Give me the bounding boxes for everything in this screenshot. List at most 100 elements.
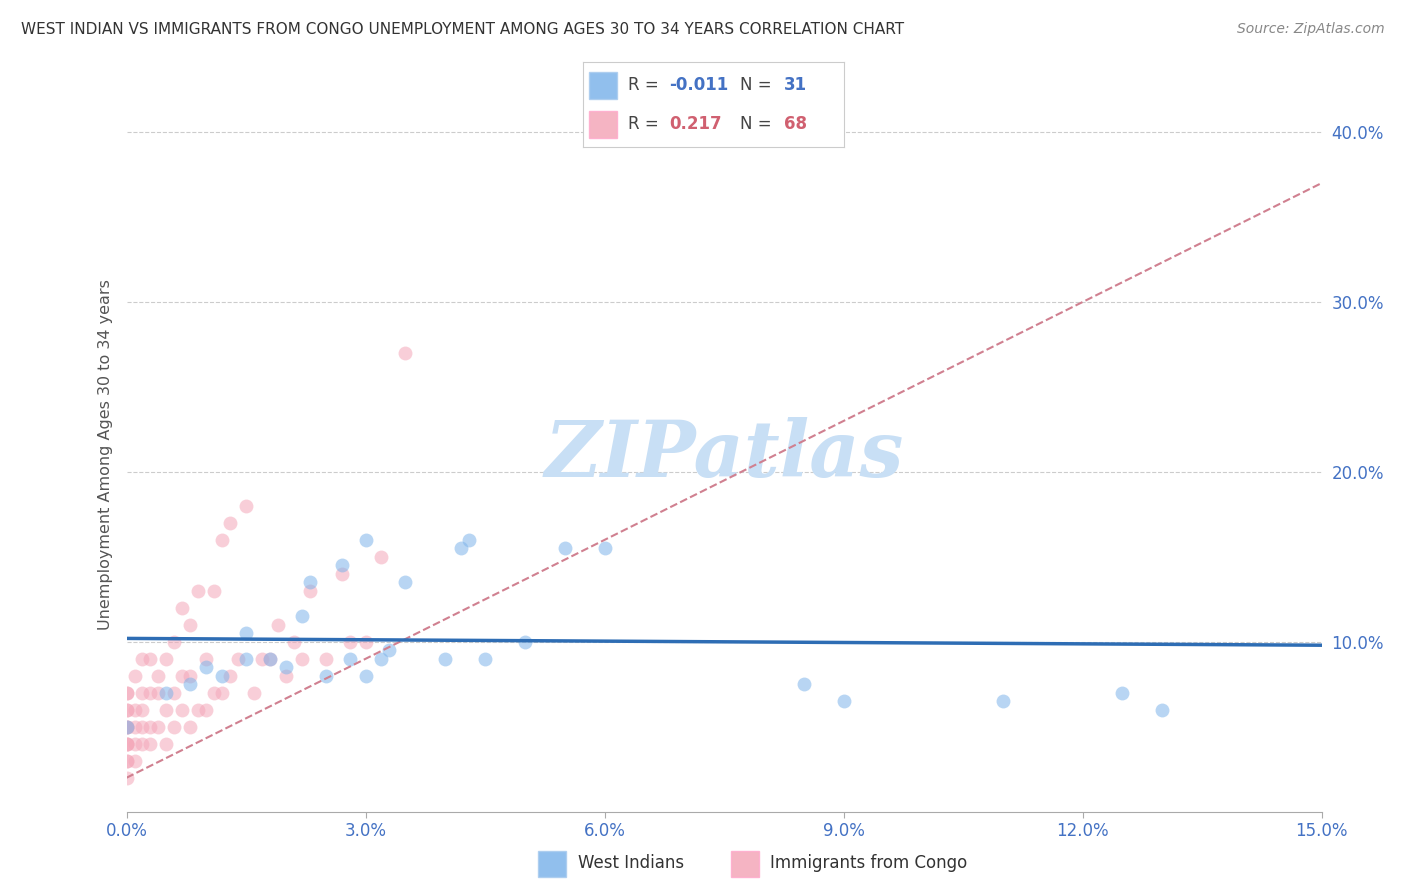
- Point: [291, 652, 314, 666]
- Point: [187, 703, 209, 717]
- Text: Immigrants from Congo: Immigrants from Congo: [770, 854, 967, 872]
- Point: [354, 669, 377, 683]
- Point: [554, 541, 576, 556]
- Point: [131, 652, 153, 666]
- Point: [155, 686, 177, 700]
- Point: [148, 669, 170, 683]
- Point: [115, 720, 138, 734]
- Point: [172, 669, 194, 683]
- Point: [124, 720, 146, 734]
- Point: [315, 652, 337, 666]
- Point: [115, 686, 138, 700]
- Point: [211, 669, 233, 683]
- Text: R =: R =: [627, 77, 664, 95]
- Point: [339, 652, 361, 666]
- Point: [267, 617, 290, 632]
- Point: [219, 669, 242, 683]
- Point: [163, 635, 186, 649]
- Point: [1111, 686, 1133, 700]
- Point: [458, 533, 481, 547]
- Point: [163, 720, 186, 734]
- Point: [148, 686, 170, 700]
- Text: -0.011: -0.011: [669, 77, 728, 95]
- Point: [139, 720, 162, 734]
- Point: [172, 600, 194, 615]
- Text: 31: 31: [783, 77, 807, 95]
- Point: [219, 516, 242, 530]
- Point: [1152, 703, 1174, 717]
- Point: [235, 499, 257, 513]
- Point: [139, 652, 162, 666]
- Point: [172, 703, 194, 717]
- Point: [131, 720, 153, 734]
- Text: WEST INDIAN VS IMMIGRANTS FROM CONGO UNEMPLOYMENT AMONG AGES 30 TO 34 YEARS CORR: WEST INDIAN VS IMMIGRANTS FROM CONGO UNE…: [21, 22, 904, 37]
- Point: [283, 635, 305, 649]
- Point: [593, 541, 616, 556]
- Text: 68: 68: [783, 115, 807, 133]
- Text: ZIPatlas: ZIPatlas: [544, 417, 904, 493]
- Point: [124, 703, 146, 717]
- Point: [148, 720, 170, 734]
- Point: [124, 669, 146, 683]
- Point: [513, 635, 536, 649]
- Point: [195, 660, 218, 674]
- Bar: [589, 71, 617, 99]
- Point: [115, 771, 138, 785]
- Point: [131, 737, 153, 751]
- Text: N =: N =: [740, 115, 776, 133]
- Point: [330, 566, 353, 581]
- Text: N =: N =: [740, 77, 776, 95]
- Point: [139, 737, 162, 751]
- Point: [450, 541, 472, 556]
- Point: [202, 583, 225, 598]
- Point: [211, 533, 233, 547]
- Point: [370, 652, 392, 666]
- Bar: [731, 851, 759, 877]
- Point: [354, 635, 377, 649]
- Point: [274, 669, 297, 683]
- Point: [235, 626, 257, 640]
- Point: [115, 703, 138, 717]
- Point: [195, 652, 218, 666]
- Point: [115, 754, 138, 768]
- Point: [991, 694, 1014, 708]
- Point: [124, 754, 146, 768]
- Text: 0.217: 0.217: [669, 115, 721, 133]
- Point: [139, 686, 162, 700]
- Point: [115, 737, 138, 751]
- Point: [131, 686, 153, 700]
- Point: [179, 669, 201, 683]
- Point: [370, 549, 392, 564]
- Bar: [538, 851, 565, 877]
- Point: [259, 652, 281, 666]
- Point: [187, 583, 209, 598]
- Point: [115, 720, 138, 734]
- Point: [211, 686, 233, 700]
- Point: [115, 720, 138, 734]
- Point: [155, 703, 177, 717]
- Point: [298, 583, 321, 598]
- Point: [115, 754, 138, 768]
- Text: R =: R =: [627, 115, 664, 133]
- Point: [243, 686, 266, 700]
- Point: [339, 635, 361, 649]
- Point: [378, 643, 401, 657]
- Point: [250, 652, 273, 666]
- Point: [155, 737, 177, 751]
- Point: [202, 686, 225, 700]
- Text: Source: ZipAtlas.com: Source: ZipAtlas.com: [1237, 22, 1385, 37]
- Point: [315, 669, 337, 683]
- Point: [394, 575, 416, 590]
- Point: [115, 720, 138, 734]
- Point: [235, 652, 257, 666]
- Point: [179, 720, 201, 734]
- Point: [394, 346, 416, 360]
- Point: [115, 737, 138, 751]
- Point: [434, 652, 457, 666]
- Point: [115, 703, 138, 717]
- Point: [226, 652, 249, 666]
- Point: [131, 703, 153, 717]
- Point: [155, 652, 177, 666]
- Point: [115, 737, 138, 751]
- Text: West Indians: West Indians: [578, 854, 683, 872]
